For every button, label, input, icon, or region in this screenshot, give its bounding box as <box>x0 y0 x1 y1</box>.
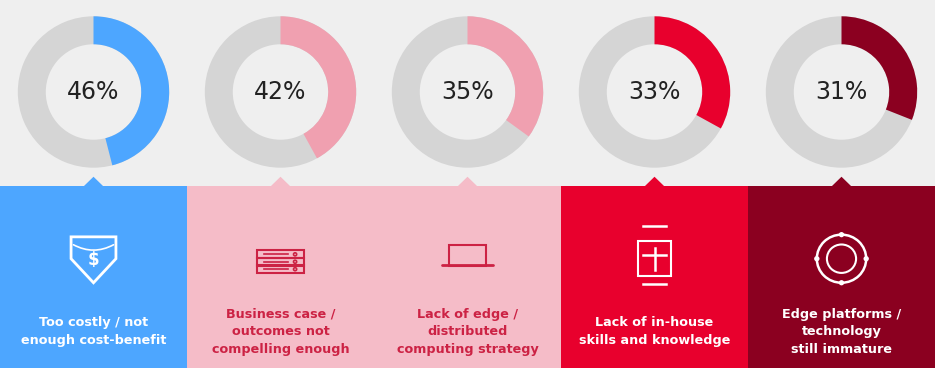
Wedge shape <box>654 16 730 128</box>
Text: 33%: 33% <box>628 80 681 104</box>
Text: $: $ <box>88 251 99 269</box>
Polygon shape <box>252 177 309 204</box>
Text: 42%: 42% <box>254 80 307 104</box>
Wedge shape <box>94 16 169 165</box>
Text: Business case /
outcomes not
compelling enough: Business case / outcomes not compelling … <box>211 308 350 355</box>
Wedge shape <box>579 16 730 168</box>
Wedge shape <box>280 16 356 158</box>
Text: 46%: 46% <box>67 80 120 104</box>
Text: 35%: 35% <box>441 80 494 104</box>
Wedge shape <box>468 16 543 137</box>
Wedge shape <box>18 16 169 168</box>
Circle shape <box>864 256 869 261</box>
Polygon shape <box>626 177 683 204</box>
Wedge shape <box>392 16 543 168</box>
Wedge shape <box>205 16 356 168</box>
Wedge shape <box>766 16 917 168</box>
Wedge shape <box>842 16 917 120</box>
Text: Too costly / not
enough cost-benefit: Too costly / not enough cost-benefit <box>21 316 166 347</box>
Circle shape <box>839 232 844 237</box>
Text: 31%: 31% <box>815 80 868 104</box>
Text: Lack of edge /
distributed
computing strategy: Lack of edge / distributed computing str… <box>396 308 539 355</box>
Polygon shape <box>813 177 870 204</box>
Circle shape <box>814 256 819 261</box>
Text: Edge platforms /
technology
still immature: Edge platforms / technology still immatu… <box>782 308 901 355</box>
Polygon shape <box>439 177 496 204</box>
Circle shape <box>839 280 844 285</box>
Polygon shape <box>65 177 122 204</box>
Text: Lack of in-house
skills and knowledge: Lack of in-house skills and knowledge <box>579 316 730 347</box>
